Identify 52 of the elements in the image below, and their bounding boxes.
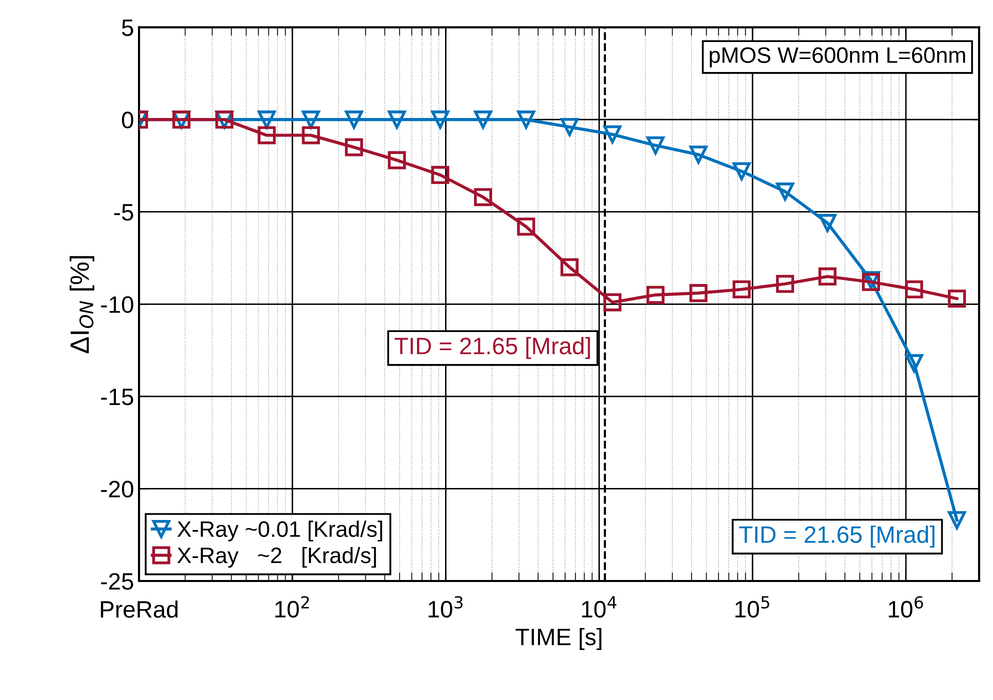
point: [776, 274, 794, 293]
legend-label: X-Ray ~2 [Krad/s]: [177, 546, 376, 568]
point: [948, 290, 966, 308]
y-tick-label: 0: [122, 112, 134, 128]
point: [344, 138, 363, 156]
point: [646, 286, 665, 304]
y-tick-label: 5: [122, 20, 134, 36]
point: [776, 182, 794, 201]
point: [344, 110, 363, 129]
y-tick-label: -5: [114, 204, 134, 221]
y-tick-label: -20: [101, 480, 134, 498]
x-tick-label: 10$^{5}$: [735, 596, 770, 618]
y-tick-label: -25: [101, 573, 134, 590]
point: [603, 125, 622, 144]
y-tick-label: -15: [101, 388, 134, 406]
point: [388, 151, 406, 170]
point: [517, 218, 536, 236]
point: [948, 511, 966, 530]
point: [431, 110, 450, 129]
point: [646, 136, 665, 154]
point: [905, 280, 924, 298]
y-tick-label: -10: [101, 296, 134, 313]
point: [302, 126, 320, 144]
annotation: TID = 21.65 [Mrad]: [394, 337, 590, 360]
point: [905, 354, 924, 372]
x-tick-label: 10$^{3}$: [428, 596, 463, 618]
point: [258, 110, 276, 129]
point: [431, 166, 450, 184]
point: [302, 110, 320, 129]
annotation: pMOS W=600nm L=60nm: [710, 47, 966, 68]
point: [689, 146, 708, 164]
point: [818, 267, 836, 286]
point: [474, 188, 492, 206]
point: [732, 280, 751, 298]
annotation: TID = 21.65 [Mrad]: [739, 526, 934, 548]
point: [560, 118, 579, 136]
point: [689, 284, 708, 302]
point: [517, 110, 536, 129]
point: [258, 126, 276, 144]
point: [474, 110, 492, 129]
point: [732, 162, 751, 180]
x-tick-label: 10$^{4}$: [582, 596, 616, 618]
x-tick-label: PreRad: [100, 600, 178, 618]
legend-label: X-Ray ~0.01 [Krad/s]: [177, 520, 382, 542]
point: [388, 110, 406, 129]
x-tick-label: 10$^{6}$: [888, 596, 923, 618]
x-axis-title: TIME [s]: [516, 628, 602, 650]
point: [603, 293, 622, 312]
point: [818, 214, 836, 232]
x-tick-label: 10$^{2}$: [275, 596, 309, 618]
y-axis-title: ΔI$_{ON}$ [%]: [70, 256, 94, 354]
point: [560, 258, 579, 276]
